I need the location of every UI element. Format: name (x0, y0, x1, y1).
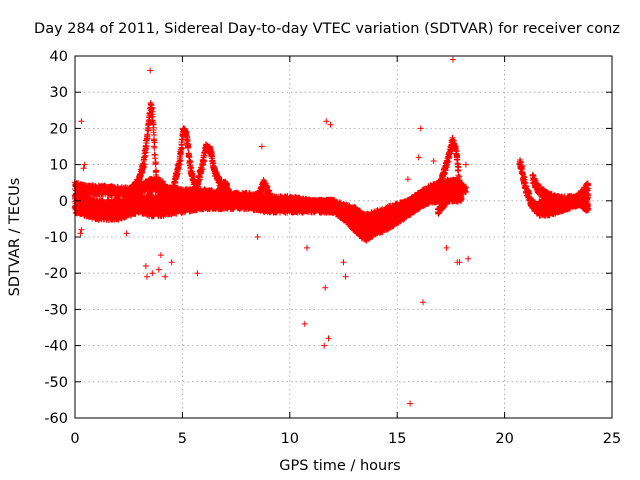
x-tick-label: 10 (281, 431, 299, 447)
grid-lines (75, 56, 612, 418)
x-tick-label: 15 (388, 431, 406, 447)
chart-title: Day 284 of 2011, Sidereal Day-to-day VTE… (34, 21, 620, 37)
y-tick-label: 0 (59, 194, 68, 210)
y-tick-label: -60 (44, 411, 68, 427)
y-tick-label: 40 (50, 49, 68, 65)
y-tick-label: 30 (50, 85, 68, 101)
x-tick-label: 0 (70, 431, 79, 447)
x-tick-label: 25 (603, 431, 621, 447)
y-tick-label: -40 (44, 339, 68, 355)
x-tick-label: 20 (495, 431, 513, 447)
x-axis-label: GPS time / hours (279, 458, 400, 474)
axis-ticks (74, 55, 613, 419)
y-axis-label: SDTVAR / TECUs (7, 178, 23, 297)
y-tick-label: -50 (44, 375, 68, 391)
y-tick-label: 20 (50, 121, 68, 137)
y-tick-label: 10 (50, 158, 68, 174)
y-tick-label: -30 (44, 302, 68, 318)
y-tick-label: -10 (44, 230, 68, 246)
axis-tick-labels: 0 5 10 15 20 25 40 30 20 10 0 -10 -20 -30 -40 -50 -60 (44, 49, 621, 447)
y-tick-label: -20 (44, 266, 68, 282)
x-tick-label: 5 (178, 431, 187, 447)
